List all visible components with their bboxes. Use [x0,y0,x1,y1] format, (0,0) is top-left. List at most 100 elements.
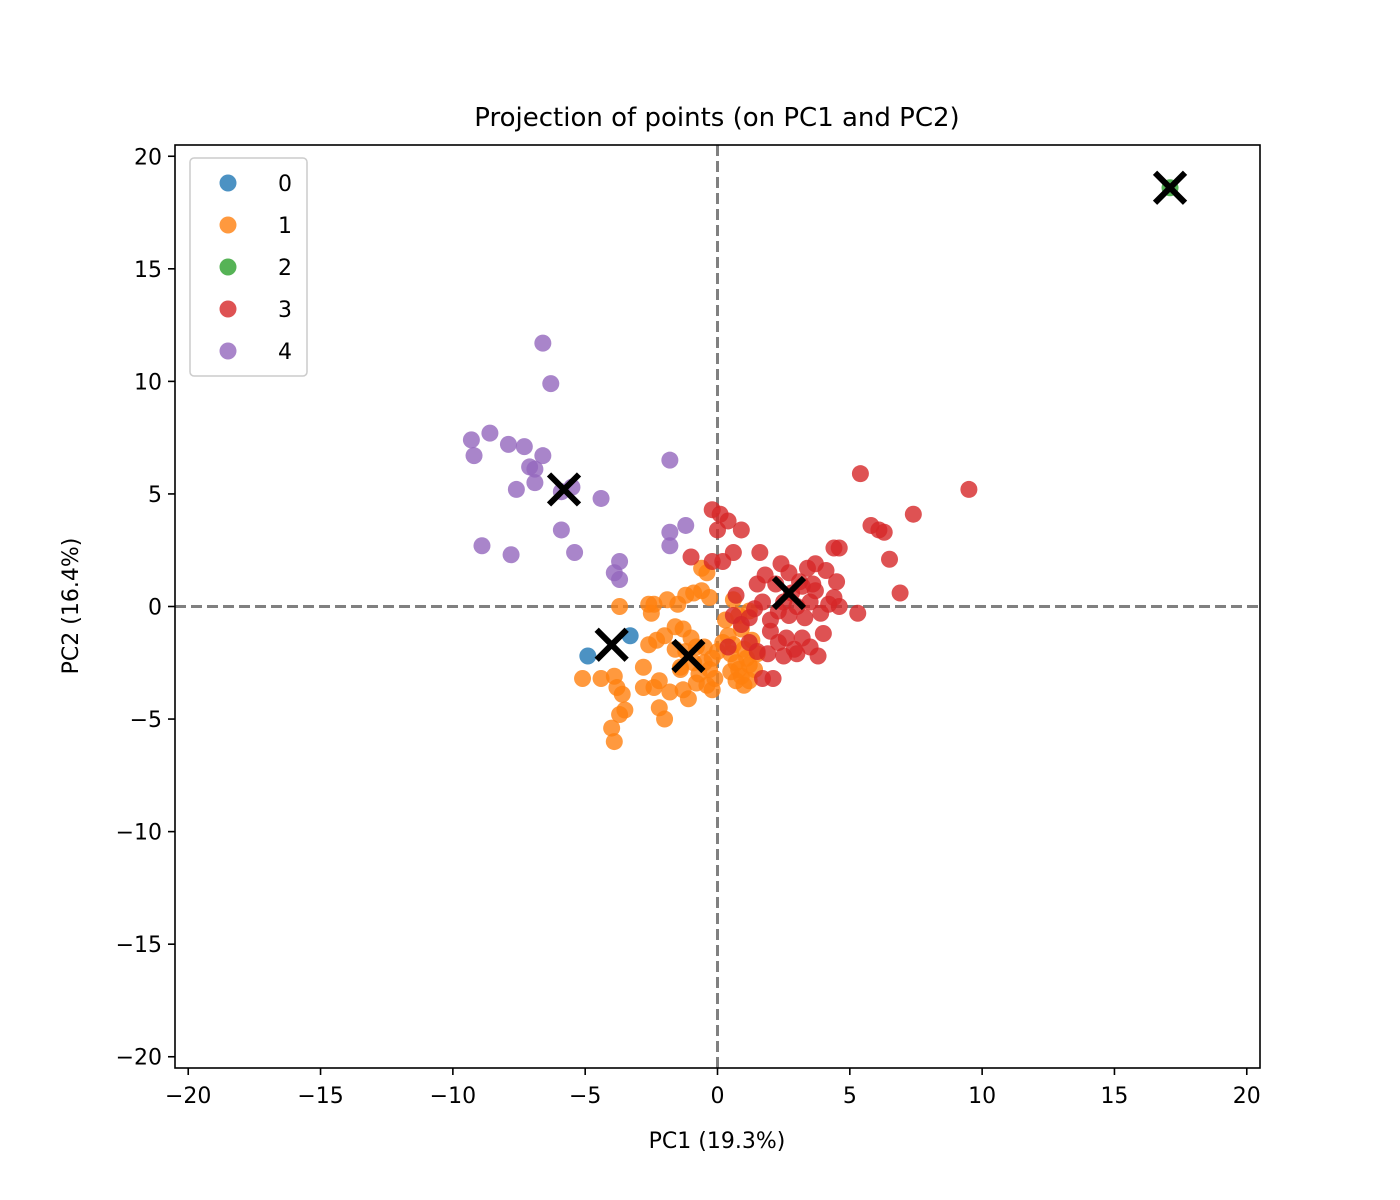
legend-item: 2 [219,256,292,281]
scatter-point [904,505,922,523]
scatter-point [830,598,848,615]
legend-marker [219,216,237,234]
scatter-point [661,523,679,541]
scatter-point [732,616,750,634]
scatter-point [682,548,700,566]
legend-label: 1 [278,214,292,239]
y-tick-label: 5 [148,483,162,508]
x-tick-label: 5 [843,1084,857,1109]
scatter-point [891,584,909,602]
y-tick-label: 15 [134,258,162,283]
scatter-point [851,465,869,483]
centroid-stroke [671,638,706,674]
scatter-point [603,719,621,737]
scatter-point [775,647,793,665]
y-tick-label: −20 [116,1046,162,1071]
centroid-marker [594,627,629,662]
legend-label: 4 [278,340,292,365]
centroid-stroke [594,627,629,662]
plot-area: −20 −15 −10 −5 0 5 10 15 20 −20 −15 −10 −5 0 5 10 15 20 0 1… [116,144,1261,1109]
centroid-stroke [771,575,807,611]
legend-label: 3 [278,298,292,323]
centroid-stroke [546,472,582,507]
legend-item: 3 [219,298,292,323]
scatter-point [724,543,742,561]
scatter-point [753,593,771,611]
scatter-point [751,543,769,561]
x-tick-label: −5 [569,1084,601,1109]
scatter-point [465,447,483,465]
scatter-point [661,683,679,701]
scatter-point [613,685,631,703]
scatter-point [804,575,822,593]
scatter-point [605,733,623,751]
scatter-point [592,670,610,688]
scatter-point [709,521,726,539]
x-tick-label: −15 [297,1084,343,1109]
legend: 0 1 2 3 4 [189,157,308,377]
x-tick-label: 15 [1100,1084,1128,1109]
centroid-stroke [1152,170,1188,205]
scatter-point [661,451,679,469]
centroids [546,170,1188,674]
legend-item: 1 [219,214,292,239]
scatter-point [817,561,835,579]
scatter-point [611,570,629,588]
scatter-point [574,670,592,688]
scatter-point [722,663,740,681]
scatter-point [634,658,652,676]
scatter-point [719,638,737,656]
scatter-point [592,489,610,507]
scatter-point [481,424,499,442]
scatter-point [735,676,753,694]
x-tick-label: −10 [430,1084,476,1109]
x-tick-label: 10 [968,1084,996,1109]
scatter-point [732,521,750,539]
scatter-point [462,431,480,449]
scatter-point [579,647,597,665]
scatter-point [534,334,552,352]
legend-marker [219,342,237,360]
scatter-point [666,618,684,636]
legend-marker [219,258,237,276]
scatter-point [526,474,544,492]
y-tick-label: 0 [148,596,162,621]
scatter-point [679,690,697,708]
x-tick-label: 20 [1233,1084,1261,1109]
scatter-point [650,672,668,690]
scatter-point [748,575,766,593]
scatter-point [499,435,517,453]
scatter-point [677,516,695,534]
scatter-point [542,375,560,393]
x-tick-label: −20 [165,1084,211,1109]
series-4 [462,334,695,588]
scatter-point [814,625,832,643]
y-tick-label: −10 [116,821,162,846]
scatter-point [616,701,634,719]
scatter-point [507,480,525,498]
scatter-point [534,447,552,465]
scatter-point [656,710,674,728]
scatter-point [960,480,978,498]
scatter-point [611,598,629,615]
legend-item: 0 [219,172,292,197]
scatter-point [502,546,520,564]
chart-title: Projection of points (on PC1 and PC2) [474,103,959,133]
x-tick-label: 0 [711,1084,725,1109]
legend-label: 0 [278,172,292,197]
scatter-point [661,537,679,555]
legend-item: 4 [219,340,292,365]
scatter-point [849,604,867,622]
scatter-point [566,543,584,561]
legend-label: 2 [278,256,292,281]
centroid-marker [671,638,706,674]
scatter-point [759,645,777,663]
y-tick-label: −5 [130,708,162,733]
scatter-point [727,586,745,604]
centroid-marker [771,575,807,611]
y-tick-label: 10 [134,370,162,395]
series-3 [682,465,978,688]
centroid-marker [546,472,582,507]
scatter-point [881,550,899,568]
